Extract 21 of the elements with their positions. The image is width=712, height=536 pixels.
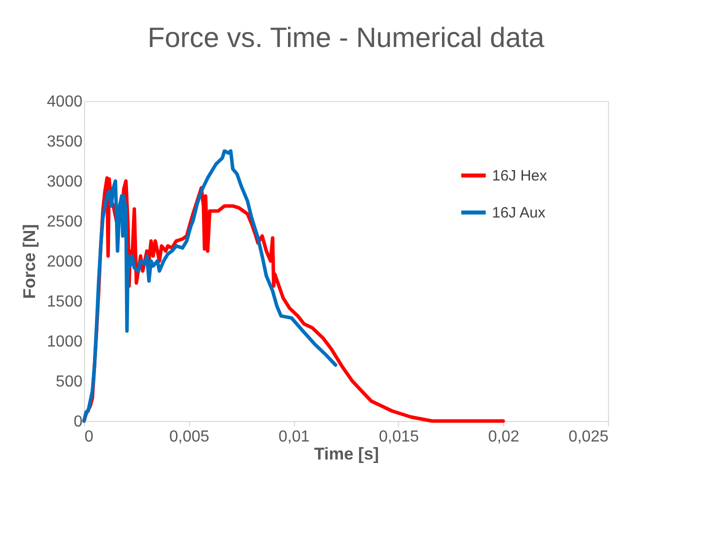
legend-label: 16J Hex xyxy=(492,168,548,184)
legend-label: 16J Aux xyxy=(492,204,546,222)
chart-title: Force vs. Time - Numerical data xyxy=(148,22,545,53)
y-tick-label: 3500 xyxy=(46,134,83,150)
y-axis-title: Force [N] xyxy=(20,224,39,299)
y-tick-label: 2000 xyxy=(46,254,83,270)
line-series xyxy=(82,149,338,423)
x-tick-label: 0,005 xyxy=(169,428,210,446)
x-tick-label: 0,02 xyxy=(488,428,520,446)
y-tick-label: 3000 xyxy=(46,174,83,190)
x-tick-label: 0,015 xyxy=(378,428,420,446)
y-tick-label: 500 xyxy=(56,374,83,390)
y-tick-label: 0 xyxy=(74,414,83,430)
y-tick-label: 1500 xyxy=(46,294,83,310)
x-tick-label: 0,01 xyxy=(278,428,310,446)
y-tick-label: 4000 xyxy=(46,94,83,110)
x-axis-title: Time [s] xyxy=(314,444,379,464)
x-tick-label: 0,025 xyxy=(568,428,609,446)
x-tick-label: 0 xyxy=(84,428,94,446)
y-tick-label: 1000 xyxy=(46,334,83,350)
y-tick-label: 2500 xyxy=(46,214,83,230)
